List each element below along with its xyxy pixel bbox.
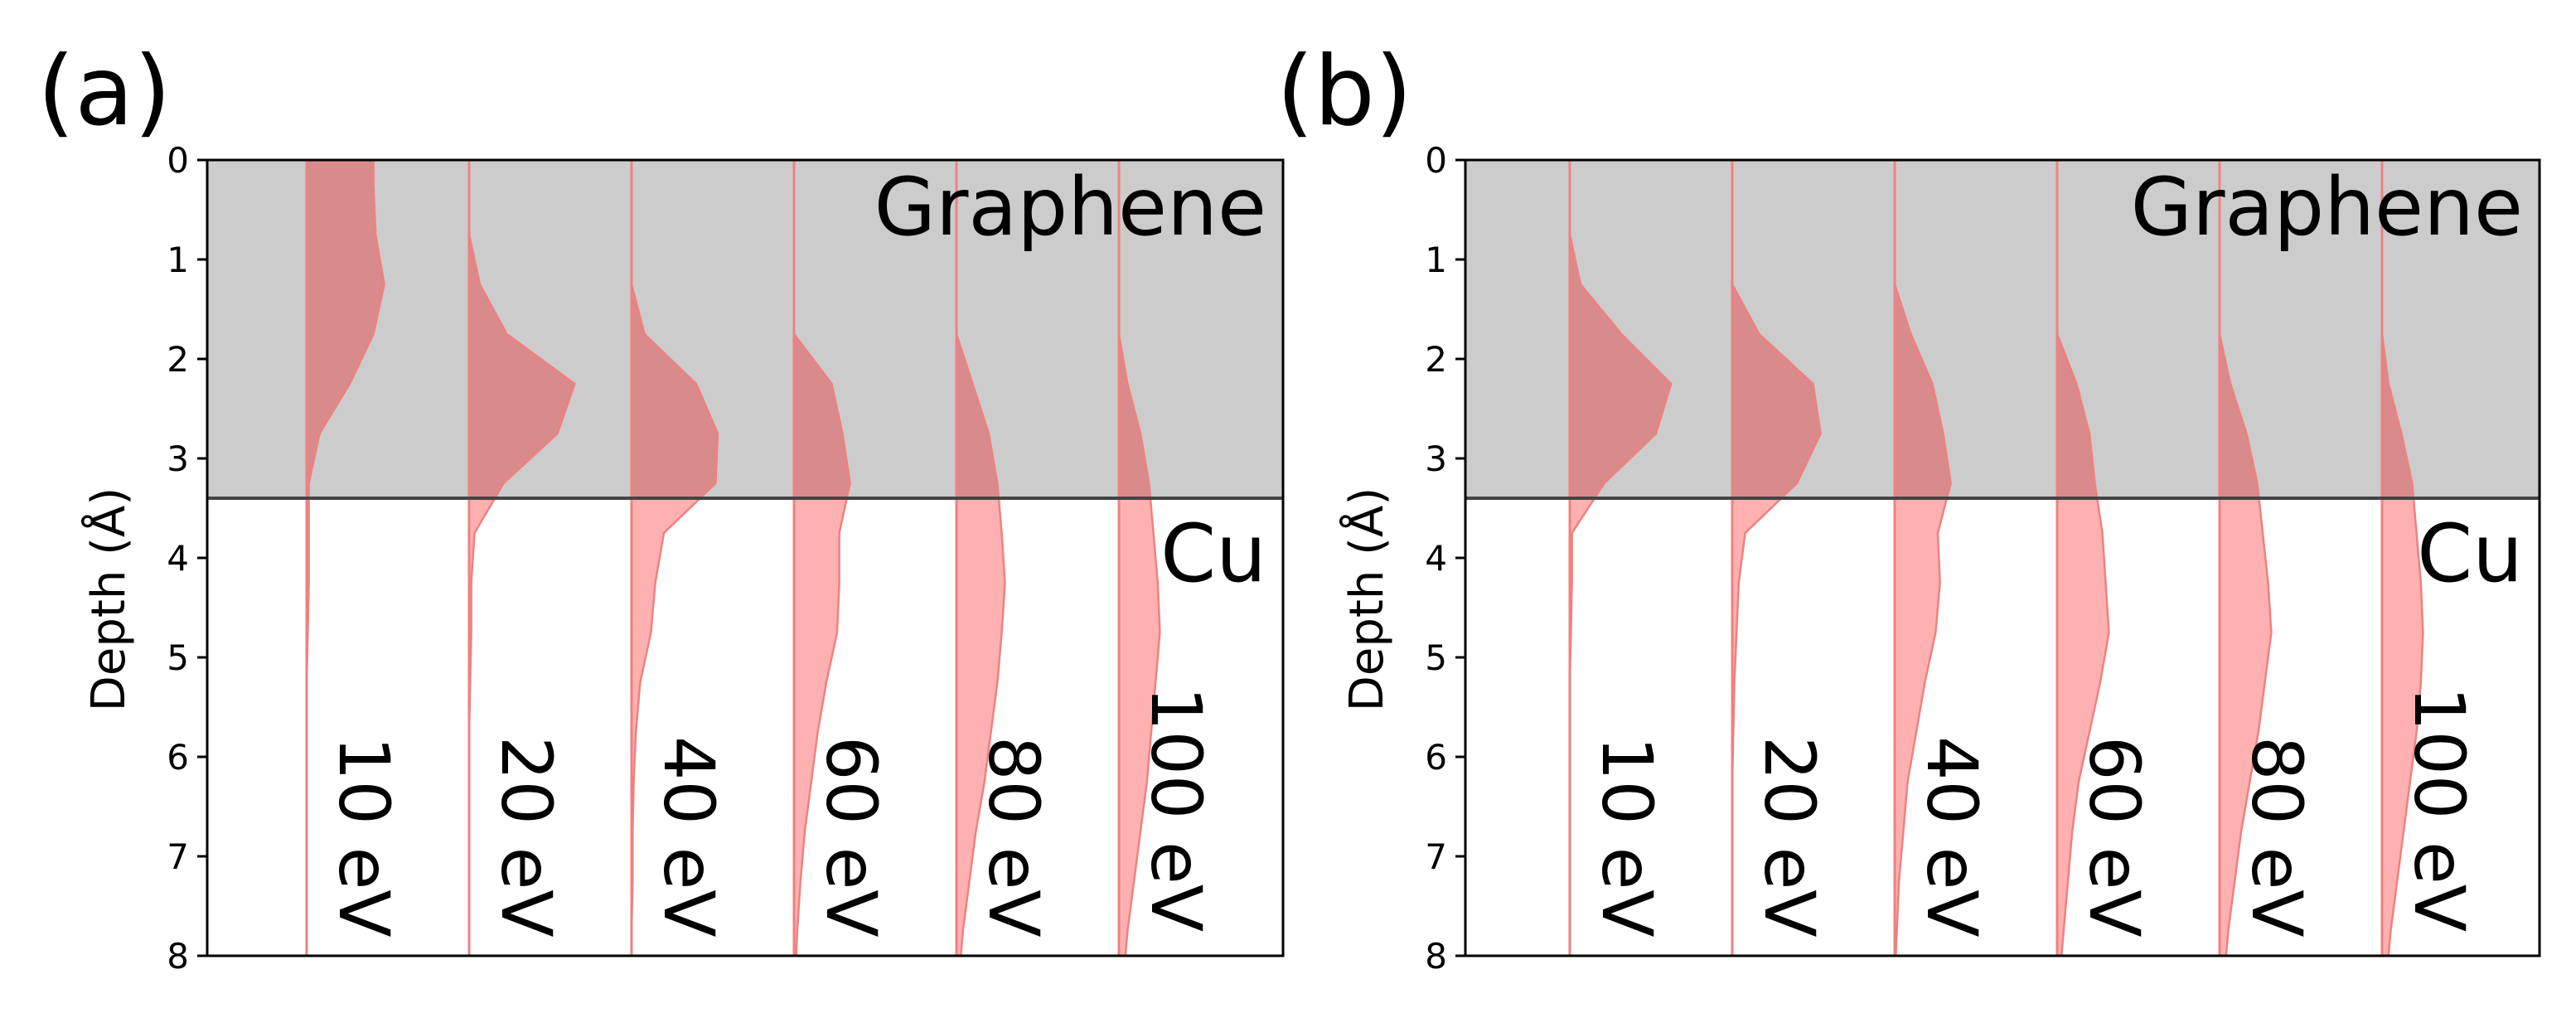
y-tick-label: 6 xyxy=(167,737,189,778)
profile-fill-cu xyxy=(632,498,700,956)
energy-label: 20 eV xyxy=(486,736,567,938)
profile-10-ev: 10 eV xyxy=(305,158,404,956)
profile-fill-graphene xyxy=(469,160,575,498)
y-axis-label: Depth (Å) xyxy=(81,487,136,711)
profile-40-ev: 40 eV xyxy=(1893,160,1993,957)
graphene-region xyxy=(207,160,1283,498)
profile-fill-graphene xyxy=(1119,160,1150,498)
profile-fill-graphene xyxy=(632,160,718,498)
energy-label: 10 eV xyxy=(323,736,404,938)
cu-label: Cu xyxy=(2417,507,2523,600)
profile-fill-graphene xyxy=(2382,160,2414,498)
profile-fill-graphene xyxy=(956,160,999,498)
energy-label: 40 eV xyxy=(1911,736,1993,938)
profile-fill-cu xyxy=(1119,498,1160,956)
profile-60-ev: 60 eV xyxy=(2055,160,2155,957)
y-tick-label: 1 xyxy=(167,240,189,280)
profile-fill-cu xyxy=(469,498,496,956)
energy-label: 80 eV xyxy=(973,736,1054,938)
profile-fill-cu xyxy=(794,498,847,956)
energy-label: 100 eV xyxy=(1135,686,1217,932)
panel-b: 10 eV 20 eV 40 eV 60 eV 80 eV 100 eV Graphene C… xyxy=(1276,36,2541,977)
energy-label: 60 eV xyxy=(811,736,892,938)
y-tick-label: 7 xyxy=(1425,836,1447,877)
y-tick-label: 3 xyxy=(1425,439,1447,479)
profile-80-ev: 80 eV xyxy=(2218,160,2317,957)
y-tick-label: 7 xyxy=(167,836,189,877)
profile-100-ev: 100 eV xyxy=(2380,160,2480,957)
profile-10-ev: 10 eV xyxy=(1568,160,1673,956)
y-tick-label: 5 xyxy=(1425,637,1447,678)
cu-label: Cu xyxy=(1160,507,1266,600)
profile-fill-graphene xyxy=(1570,160,1672,498)
profile-80-ev: 80 eV xyxy=(955,160,1054,957)
profile-20-ev: 20 eV xyxy=(467,160,576,956)
y-tick-label: 3 xyxy=(167,439,189,479)
y-tick-label: 5 xyxy=(167,637,189,678)
profile-fill-cu xyxy=(956,498,1005,956)
profile-fill-cu xyxy=(2382,498,2423,956)
profile-fill-cu xyxy=(2220,498,2272,956)
profile-fill-graphene xyxy=(2057,160,2098,498)
graphene-label: Graphene xyxy=(2131,161,2523,254)
profile-fill-graphene xyxy=(794,160,850,498)
y-tick-label: 6 xyxy=(1425,737,1447,778)
profile-60-ev: 60 eV xyxy=(792,160,892,957)
y-tick-label: 2 xyxy=(167,339,189,380)
energy-label: 60 eV xyxy=(2074,736,2155,938)
energy-label: 100 eV xyxy=(2399,686,2480,932)
profile-100-ev: 100 eV xyxy=(1117,160,1217,957)
energy-label: 20 eV xyxy=(1749,736,1830,938)
profile-fill-cu xyxy=(2057,498,2109,956)
profile-fill-graphene xyxy=(307,160,385,498)
profile-fill-graphene xyxy=(2220,160,2259,498)
panel-a: 10 eV 20 eV 40 eV 60 eV 80 eV 100 eV Graphene C… xyxy=(37,36,1285,977)
panel-label: (a) xyxy=(37,36,172,148)
y-tick-label: 4 xyxy=(167,538,189,579)
profile-fill-cu xyxy=(1732,498,1782,956)
y-tick-label: 2 xyxy=(1425,339,1447,380)
profile-fill-graphene xyxy=(1732,160,1821,498)
energy-label: 40 eV xyxy=(648,736,729,938)
panel-label: (b) xyxy=(1276,36,1412,148)
graphene-label: Graphene xyxy=(874,161,1266,254)
profile-outline xyxy=(1893,160,1952,957)
profile-40-ev: 40 eV xyxy=(630,160,729,956)
y-tick-label: 8 xyxy=(167,936,189,977)
profile-20-ev: 20 eV xyxy=(1731,160,1830,956)
y-tick-label: 0 xyxy=(167,140,189,181)
energy-label: 10 eV xyxy=(1586,736,1668,938)
y-tick-label: 0 xyxy=(1425,140,1447,181)
profile-fill-cu xyxy=(1895,498,1947,956)
y-axis-label: Depth (Å) xyxy=(1339,487,1394,711)
y-tick-label: 4 xyxy=(1425,538,1447,579)
y-tick-label: 8 xyxy=(1425,936,1447,977)
energy-label: 80 eV xyxy=(2236,736,2317,938)
y-tick-label: 1 xyxy=(1425,240,1447,280)
profile-fill-graphene xyxy=(1895,160,1951,498)
